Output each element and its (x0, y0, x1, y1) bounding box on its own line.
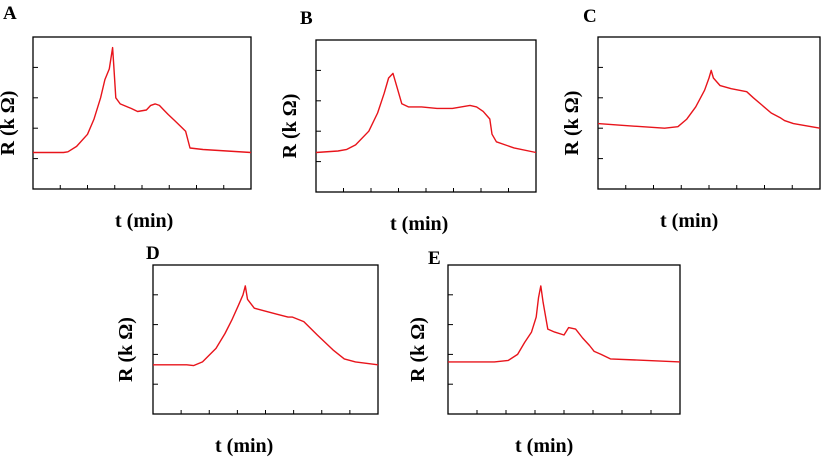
y-axis-label: R (k Ω) (115, 317, 137, 382)
plot-frame (447, 264, 681, 415)
plot-frame (597, 36, 821, 190)
resistance-trace (597, 69, 821, 129)
panel-a: A R (k Ω) t (min) (0, 3, 252, 232)
panel-d: D R (k Ω) t (min) (115, 243, 379, 457)
panel-label: C (583, 6, 597, 27)
resistance-trace (153, 285, 379, 367)
panel-label: E (428, 248, 441, 269)
x-axis-label: t (min) (115, 210, 173, 232)
x-axis-label: t (min) (660, 210, 718, 232)
panel-b: B R (k Ω) t (min) (279, 8, 537, 235)
resistance-trace (315, 72, 537, 154)
panel-e: E R (k Ω) t (min) (407, 248, 681, 457)
x-axis-label: t (min) (215, 435, 273, 457)
x-axis-label: t (min) (515, 435, 573, 457)
y-axis-label: R (k Ω) (407, 317, 429, 382)
resistance-trace (33, 46, 252, 154)
y-axis-label: R (k Ω) (561, 91, 583, 156)
y-axis-label: R (k Ω) (0, 91, 19, 156)
panel-c: C R (k Ω) t (min) (561, 6, 821, 232)
panel-label: D (146, 243, 160, 264)
y-axis-label: R (k Ω) (279, 94, 301, 159)
plot-frame (32, 36, 252, 190)
resistance-trace (448, 285, 681, 363)
x-axis-label: t (min) (390, 213, 448, 235)
panel-label: A (3, 3, 17, 24)
plot-frame (315, 39, 537, 193)
panel-label: B (300, 8, 313, 29)
plot-frame (152, 264, 379, 415)
